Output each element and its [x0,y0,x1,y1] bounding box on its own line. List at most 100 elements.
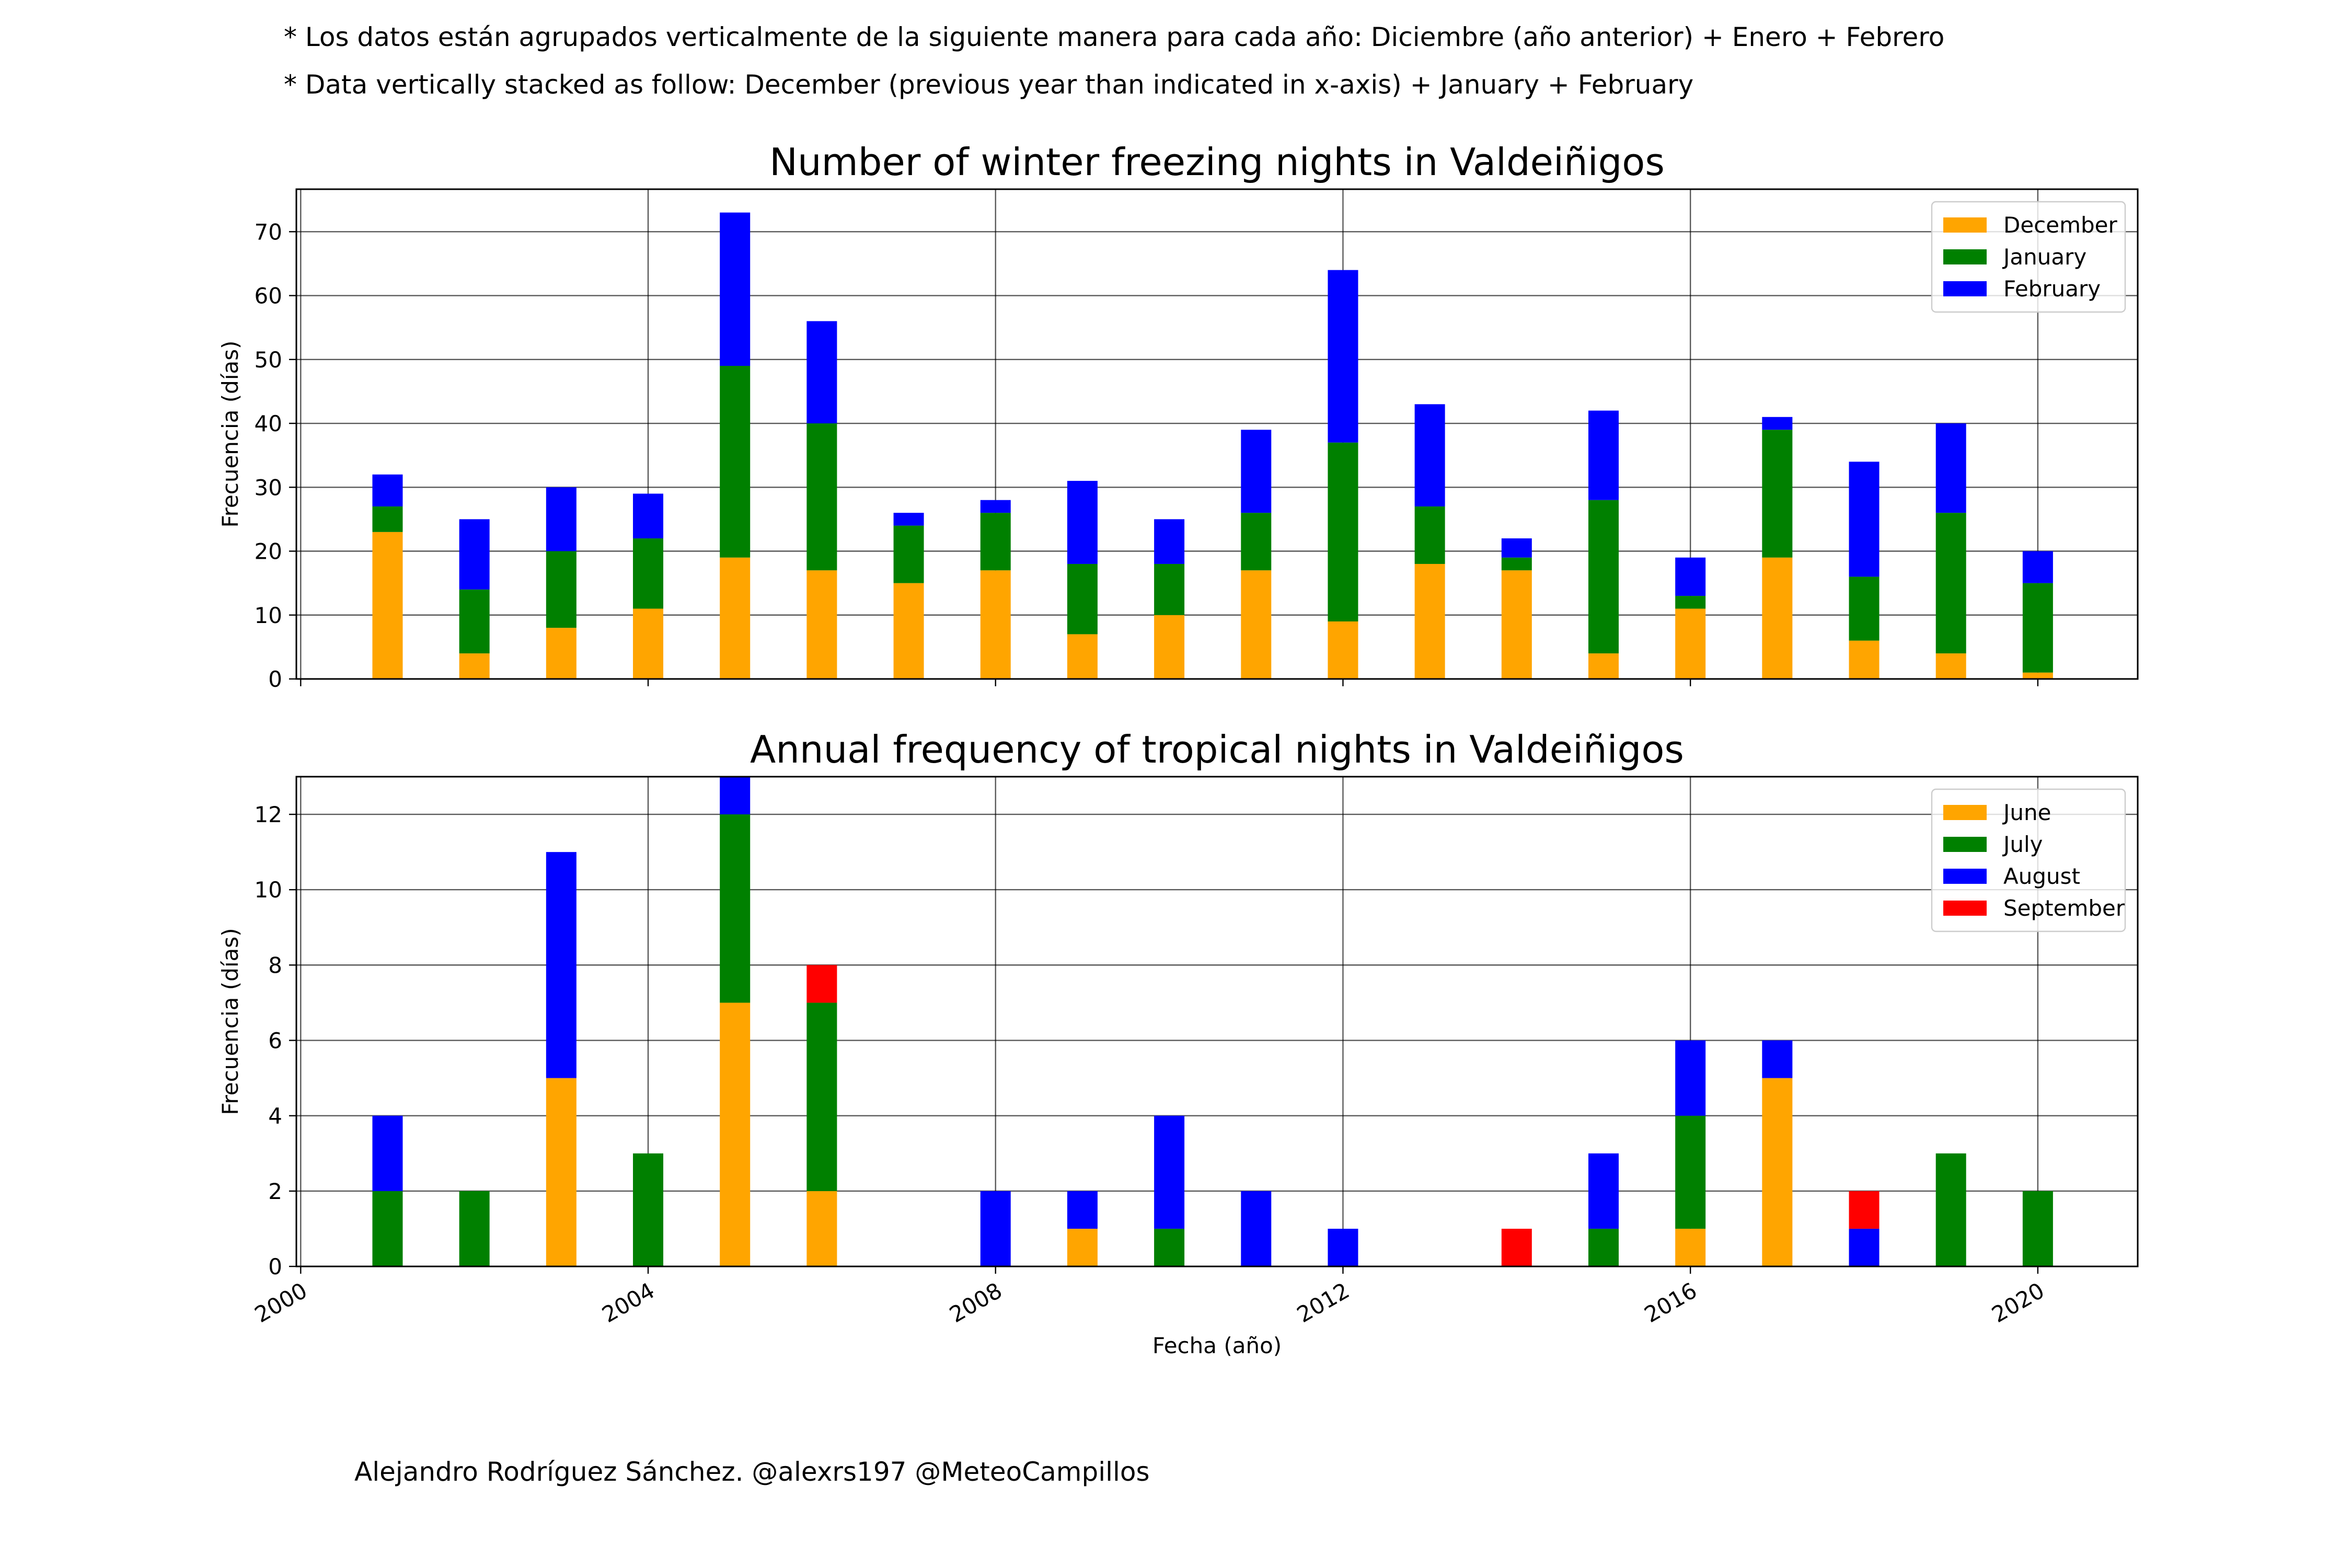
x-axis-label: Fecha (año) [1152,1333,1282,1358]
bar-august [720,777,751,815]
legend-swatch-january [1943,249,1987,264]
bar-february [1675,557,1706,596]
y-tick-label: 4 [268,1103,282,1129]
legend-swatch-february [1943,281,1987,296]
bar-february [1849,462,1880,577]
bar-february [1414,404,1445,506]
bar-february [806,321,837,424]
bar-august [980,1191,1011,1266]
bar-february [1588,410,1619,500]
plot-area [296,777,2138,1266]
bar-august [1588,1153,1619,1229]
bar-december [1241,570,1272,679]
chart-title: Annual frequency of tropical nights in V… [750,728,1684,771]
legend-label-january: January [2002,244,2086,270]
bar-february [1935,423,1966,513]
bar-february [546,487,577,551]
note-english: * Data vertically stacked as follow: Dec… [284,70,1694,100]
bar-june [1675,1228,1706,1266]
bar-january [893,525,924,583]
y-tick-label: 8 [268,952,282,978]
bar-august [1241,1191,1272,1266]
y-tick-label: 0 [268,1254,282,1279]
bar-july [1154,1228,1185,1266]
axes-frame [295,776,2139,1267]
bar-january [633,538,664,609]
y-axis-label: Frecuencia (días) [217,340,243,527]
bar-february [1501,538,1532,558]
bar-july [372,1191,403,1266]
bar-january [1935,513,1966,654]
bar-february [1762,417,1793,430]
y-tick-label: 20 [255,539,282,564]
y-tick-label: 70 [255,219,282,245]
tropical-nights-chart: Annual frequency of tropical nights in V… [217,728,2139,1358]
bar-december [1849,640,1880,679]
note-spanish: * Los datos están agrupados verticalment… [284,22,1945,52]
bar-december [1414,563,1445,679]
bar-january [2022,583,2053,673]
bar-december [633,608,664,679]
y-tick-label: 10 [255,877,282,903]
bar-february [1328,270,1358,443]
y-tick-label: 60 [255,283,282,309]
bar-december [1328,621,1358,679]
legend-label-july: July [2002,832,2043,857]
legend-box [1931,788,2126,932]
bar-january [372,506,403,532]
legend-swatch-june [1943,805,1987,820]
bar-december [1935,653,1966,679]
bar-december [980,570,1011,679]
x-tick-label: 2012 [1293,1277,1354,1328]
legend-swatch-august [1943,869,1987,884]
bar-january [1154,563,1185,615]
legend-swatch-september [1943,901,1987,916]
y-tick-label: 10 [255,603,282,628]
bar-august [1328,1228,1358,1266]
y-tick-label: 40 [255,411,282,436]
bar-august [1154,1115,1185,1229]
bar-december [720,557,751,679]
bar-july [633,1153,664,1266]
bar-february [633,493,664,539]
bar-february [720,212,751,366]
bar-december [1762,557,1793,679]
bar-july [1675,1115,1706,1229]
bar-september [1849,1191,1880,1229]
bar-december [806,570,837,679]
bar-february [459,519,490,590]
bar-august [372,1115,403,1191]
bar-january [1588,500,1619,654]
bar-august [546,852,577,1078]
bar-february [1241,430,1272,513]
bar-january [1762,430,1793,558]
credit-line: Alejandro Rodríguez Sánchez. @alexrs197 … [354,1457,1150,1487]
y-tick-label: 6 [268,1028,282,1054]
bar-february [1154,519,1185,564]
legend-swatch-july [1943,837,1987,852]
bar-june [806,1191,837,1266]
bar-january [546,551,577,628]
bar-september [1501,1228,1532,1266]
bar-january [1328,442,1358,621]
x-tick-label: 2004 [598,1277,659,1328]
bar-january [720,366,751,558]
bar-january [1241,513,1272,571]
bar-july [1935,1153,1966,1266]
bar-august [1762,1040,1793,1078]
bar-january [459,589,490,654]
bar-september [806,965,837,1003]
bar-december [1067,634,1098,679]
bar-december [1154,615,1185,679]
legend-label-june: June [2002,800,2051,825]
bar-january [1414,506,1445,564]
bar-june [1067,1228,1098,1266]
axes-frame [295,188,2139,680]
legend-label-february: February [2003,276,2101,302]
y-tick-label: 2 [268,1179,282,1204]
bar-january [980,513,1011,571]
bar-january [1849,577,1880,641]
x-tick-label: 2016 [1640,1277,1701,1328]
bar-june [1762,1078,1793,1266]
